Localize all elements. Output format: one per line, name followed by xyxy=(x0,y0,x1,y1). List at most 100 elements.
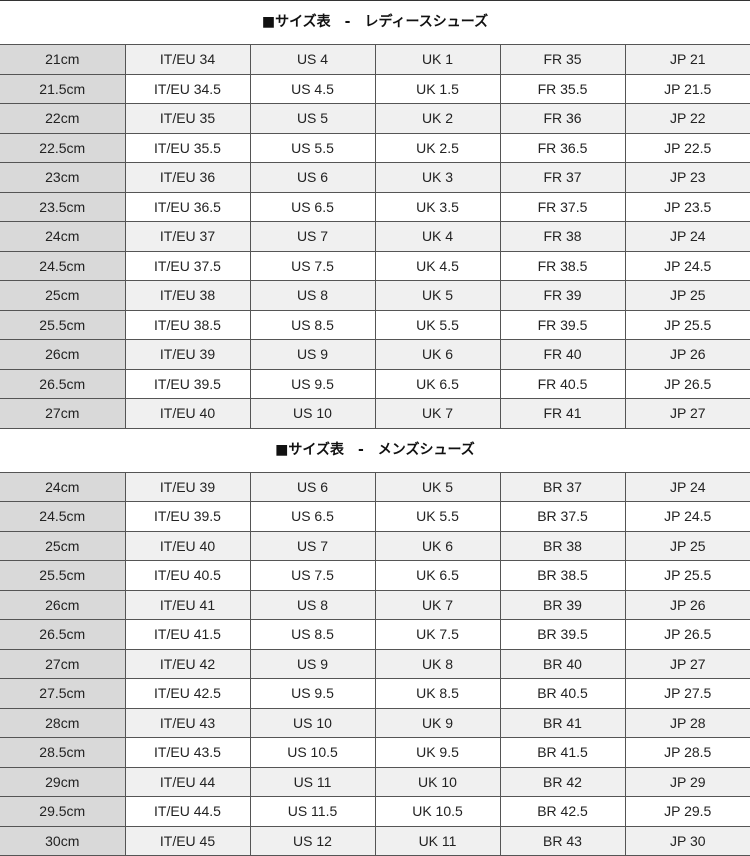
size-cell: US 9 xyxy=(250,340,375,370)
size-cell: IT/EU 39.5 xyxy=(125,502,250,532)
section-title: ■サイズ表 - レディースシューズ xyxy=(0,1,750,44)
cm-size-cell: 30cm xyxy=(0,826,125,856)
size-cell: FR 37 xyxy=(500,163,625,193)
size-cell: IT/EU 45 xyxy=(125,826,250,856)
size-cell: UK 9.5 xyxy=(375,738,500,768)
size-cell: BR 41 xyxy=(500,708,625,738)
size-cell: US 5 xyxy=(250,104,375,134)
size-cell: JP 24 xyxy=(625,472,750,502)
size-cell: JP 26 xyxy=(625,590,750,620)
size-cell: UK 11 xyxy=(375,826,500,856)
size-cell: UK 10 xyxy=(375,767,500,797)
size-cell: UK 5 xyxy=(375,472,500,502)
cm-size-cell: 26.5cm xyxy=(0,620,125,650)
cm-size-cell: 25cm xyxy=(0,281,125,311)
size-cell: JP 30 xyxy=(625,826,750,856)
size-cell: UK 1.5 xyxy=(375,74,500,104)
size-cell: JP 21 xyxy=(625,45,750,75)
size-cell: IT/EU 36 xyxy=(125,163,250,193)
size-cell: UK 7 xyxy=(375,590,500,620)
size-cell: FR 35.5 xyxy=(500,74,625,104)
size-cell: JP 23.5 xyxy=(625,192,750,222)
size-cell: BR 39.5 xyxy=(500,620,625,650)
size-cell: JP 22 xyxy=(625,104,750,134)
cm-size-cell: 28.5cm xyxy=(0,738,125,768)
size-cell: JP 25.5 xyxy=(625,310,750,340)
size-cell: IT/EU 37.5 xyxy=(125,251,250,281)
size-cell: IT/EU 35.5 xyxy=(125,133,250,163)
size-cell: IT/EU 42.5 xyxy=(125,679,250,709)
size-cell: IT/EU 37 xyxy=(125,222,250,252)
size-cell: US 11.5 xyxy=(250,797,375,827)
size-cell: JP 21.5 xyxy=(625,74,750,104)
size-cell: FR 39 xyxy=(500,281,625,311)
size-cell: BR 40.5 xyxy=(500,679,625,709)
size-cell: US 5.5 xyxy=(250,133,375,163)
size-cell: JP 24.5 xyxy=(625,502,750,532)
size-cell: US 7.5 xyxy=(250,561,375,591)
size-cell: UK 3 xyxy=(375,163,500,193)
size-cell: FR 41 xyxy=(500,399,625,429)
size-cell: IT/EU 35 xyxy=(125,104,250,134)
cm-size-cell: 22.5cm xyxy=(0,133,125,163)
cm-size-cell: 24.5cm xyxy=(0,251,125,281)
size-cell: US 7 xyxy=(250,531,375,561)
size-cell: JP 26.5 xyxy=(625,620,750,650)
size-cell: JP 28 xyxy=(625,708,750,738)
cm-size-cell: 29cm xyxy=(0,767,125,797)
size-cell: IT/EU 34.5 xyxy=(125,74,250,104)
size-cell: BR 43 xyxy=(500,826,625,856)
size-cell: FR 40 xyxy=(500,340,625,370)
size-cell: US 6.5 xyxy=(250,192,375,222)
size-cell: US 6.5 xyxy=(250,502,375,532)
size-cell: FR 36 xyxy=(500,104,625,134)
cm-size-cell: 28cm xyxy=(0,708,125,738)
size-cell: JP 27.5 xyxy=(625,679,750,709)
size-cell: FR 35 xyxy=(500,45,625,75)
size-cell: US 7 xyxy=(250,222,375,252)
cm-size-cell: 25cm xyxy=(0,531,125,561)
size-cell: IT/EU 40 xyxy=(125,531,250,561)
size-cell: US 8 xyxy=(250,281,375,311)
size-cell: UK 7 xyxy=(375,399,500,429)
section-title: ■サイズ表 - メンズシューズ xyxy=(0,429,750,472)
size-cell: JP 24.5 xyxy=(625,251,750,281)
size-cell: UK 10.5 xyxy=(375,797,500,827)
cm-size-cell: 26cm xyxy=(0,590,125,620)
size-cell: JP 29 xyxy=(625,767,750,797)
size-cell: IT/EU 40.5 xyxy=(125,561,250,591)
cm-size-cell: 27cm xyxy=(0,399,125,429)
size-cell: IT/EU 41.5 xyxy=(125,620,250,650)
size-cell: US 9.5 xyxy=(250,679,375,709)
size-cell: BR 37.5 xyxy=(500,502,625,532)
size-cell: US 9.5 xyxy=(250,369,375,399)
size-cell: UK 6.5 xyxy=(375,561,500,591)
size-cell: UK 4 xyxy=(375,222,500,252)
size-cell: US 10 xyxy=(250,708,375,738)
cm-size-cell: 23.5cm xyxy=(0,192,125,222)
cm-size-cell: 24.5cm xyxy=(0,502,125,532)
size-cell: US 8.5 xyxy=(250,310,375,340)
size-cell: IT/EU 44 xyxy=(125,767,250,797)
size-cell: UK 6 xyxy=(375,531,500,561)
size-cell: US 8 xyxy=(250,590,375,620)
cm-size-cell: 23cm xyxy=(0,163,125,193)
size-cell: UK 9 xyxy=(375,708,500,738)
size-cell: UK 5 xyxy=(375,281,500,311)
size-cell: FR 38.5 xyxy=(500,251,625,281)
